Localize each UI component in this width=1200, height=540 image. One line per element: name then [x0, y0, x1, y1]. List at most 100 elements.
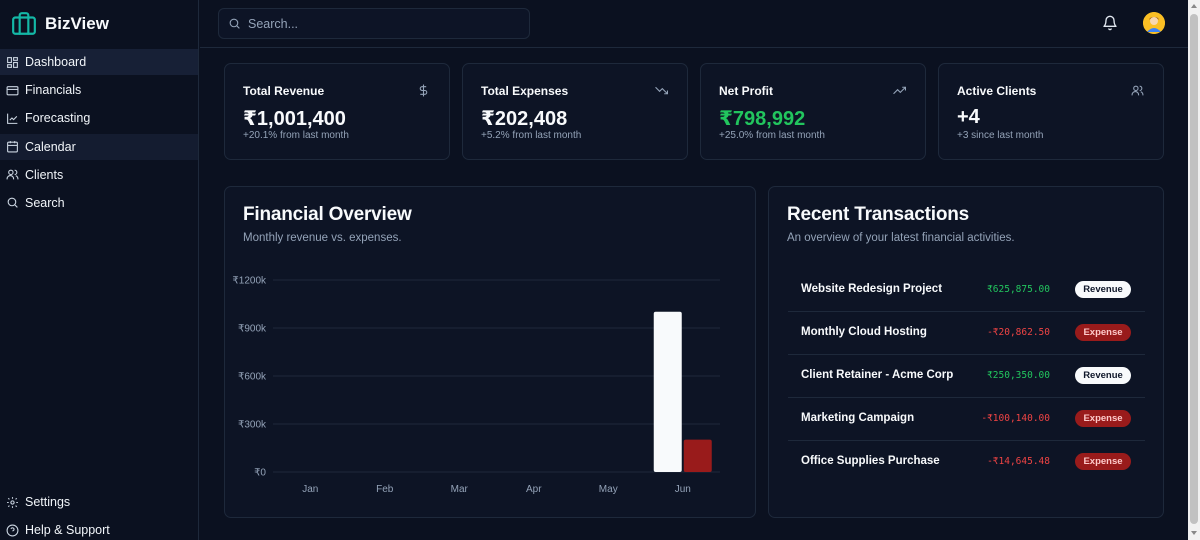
top-header	[200, 0, 1188, 48]
stat-label: Active Clients	[957, 84, 1037, 98]
users-icon	[6, 169, 19, 180]
transaction-amount: ₹250,350.00	[987, 370, 1050, 381]
y-tick-label: ₹0	[254, 468, 266, 479]
transaction-name: Office Supplies Purchase	[801, 455, 940, 467]
financial-overview-card: Financial Overview Monthly revenue vs. e…	[224, 186, 756, 518]
stat-change: +5.2% from last month	[481, 130, 582, 141]
sidebar-item-settings[interactable]: Settings	[0, 489, 198, 515]
expense-bar	[683, 439, 712, 472]
transaction-type-badge: Revenue	[1075, 281, 1131, 298]
stat-label: Total Revenue	[243, 84, 325, 98]
stat-value: ₹202,408	[481, 108, 568, 130]
x-tick-label: Jan	[302, 484, 318, 495]
gear-icon	[7, 496, 18, 508]
stat-value: ₹798,992	[719, 108, 806, 130]
transaction-type-badge: Revenue	[1075, 367, 1131, 384]
page-scrollbar[interactable]	[1188, 0, 1200, 540]
transaction-type-badge: Expense	[1075, 410, 1131, 427]
brand-name: BizView	[45, 14, 109, 33]
transaction-name: Website Redesign Project	[801, 283, 943, 295]
transaction-row[interactable]: Monthly Cloud Hosting -₹20,862.50 Expens…	[788, 312, 1145, 355]
x-tick-label: Apr	[526, 484, 542, 495]
sidebar-item-calendar[interactable]: Calendar	[0, 133, 198, 160]
bell-icon[interactable]	[1102, 15, 1118, 31]
y-tick-label: ₹1200k	[232, 276, 267, 287]
scroll-thumb[interactable]	[1190, 14, 1198, 524]
sidebar-item-label: Help & Support	[25, 523, 110, 537]
stat-change: +3 since last month	[957, 130, 1044, 141]
trending-down-icon	[655, 86, 668, 95]
line-chart-icon	[7, 113, 18, 124]
sidebar-bottom-nav: Settings Help & Support	[0, 489, 198, 540]
transaction-amount: -₹100,140.00	[981, 413, 1050, 424]
sidebar-item-forecasting[interactable]: Forecasting	[0, 105, 198, 131]
y-tick-label: ₹600k	[238, 372, 267, 383]
transaction-amount: -₹20,862.50	[987, 327, 1050, 338]
transaction-amount: ₹625,875.00	[987, 284, 1050, 295]
stat-value: ₹1,001,400	[243, 108, 346, 130]
transaction-row[interactable]: Office Supplies Purchase -₹14,645.48 Exp…	[788, 441, 1145, 484]
stat-change: +25.0% from last month	[719, 130, 825, 141]
stat-card-net-profit: Net Profit ₹798,992 +25.0% from last mon…	[700, 63, 926, 160]
sidebar-item-dashboard[interactable]: Dashboard	[0, 49, 198, 75]
sidebar-item-label: Forecasting	[25, 111, 91, 126]
search-input[interactable]	[248, 16, 518, 31]
dashboard-icon	[7, 56, 18, 68]
sidebar-item-label: Search	[25, 195, 65, 210]
stat-label: Total Expenses	[481, 84, 569, 98]
scroll-down-arrow[interactable]	[1191, 531, 1197, 535]
y-tick-label: ₹300k	[238, 420, 267, 431]
transaction-name: Client Retainer - Acme Corp	[801, 369, 954, 381]
users-icon	[1131, 85, 1144, 96]
help-circle-icon	[6, 524, 19, 536]
transaction-name: Marketing Campaign	[801, 412, 915, 424]
x-tick-label: Jun	[675, 484, 691, 495]
briefcase-icon	[12, 12, 36, 35]
transaction-name: Monthly Cloud Hosting	[801, 326, 927, 338]
y-tick-label: ₹900k	[238, 324, 267, 335]
sidebar-item-clients[interactable]: Clients	[0, 162, 198, 188]
search-icon	[7, 198, 18, 209]
stat-card-active-clients: Active Clients +4 +3 since last month	[938, 63, 1164, 160]
sidebar-item-label: Settings	[25, 495, 71, 509]
search-box[interactable]	[218, 8, 530, 39]
transaction-list: Website Redesign Project ₹625,875.00 Rev…	[788, 269, 1145, 484]
brand-logo[interactable]: BizView	[11, 10, 109, 38]
calendar-icon	[7, 141, 18, 153]
section-title: Financial Overview	[243, 204, 412, 225]
avatar-icon	[1143, 12, 1165, 34]
bar-chart: ₹0 ₹300k ₹600k ₹900k ₹1200k Jan Feb Mar Apr May Ju…	[232, 276, 720, 495]
sidebar-item-label: Clients	[25, 167, 64, 182]
stat-label: Net Profit	[719, 84, 773, 98]
dollar-icon	[419, 84, 428, 97]
sidebar-item-label: Calendar	[25, 139, 76, 154]
section-subtitle: Monthly revenue vs. expenses.	[243, 232, 402, 244]
revenue-bar	[653, 311, 682, 472]
section-subtitle: An overview of your latest financial act…	[787, 232, 1015, 244]
transaction-row[interactable]: Website Redesign Project ₹625,875.00 Rev…	[788, 269, 1145, 312]
sidebar-item-financials[interactable]: Financials	[0, 77, 198, 103]
stat-card-total-revenue: Total Revenue ₹1,001,400 +20.1% from las…	[224, 63, 450, 160]
section-title: Recent Transactions	[787, 204, 970, 225]
sidebar-item-search[interactable]: Search	[0, 190, 198, 216]
transaction-type-badge: Expense	[1075, 453, 1131, 470]
x-tick-label: Mar	[451, 484, 469, 495]
avatar[interactable]	[1143, 12, 1165, 34]
recent-transactions-card: Recent Transactions An overview of your …	[768, 186, 1164, 518]
transaction-row[interactable]: Client Retainer - Acme Corp ₹250,350.00 …	[788, 355, 1145, 398]
scroll-up-arrow[interactable]	[1191, 4, 1197, 8]
stat-card-total-expenses: Total Expenses ₹202,408 +5.2% from last …	[462, 63, 688, 160]
transaction-type-badge: Expense	[1075, 324, 1131, 341]
search-icon	[229, 18, 240, 29]
transaction-row[interactable]: Marketing Campaign -₹100,140.00 Expense	[788, 398, 1145, 441]
wallet-icon	[6, 85, 19, 96]
stat-change: +20.1% from last month	[243, 130, 349, 141]
sidebar-item-help[interactable]: Help & Support	[0, 517, 198, 540]
transaction-amount: -₹14,645.48	[987, 456, 1050, 467]
stat-value: +4	[957, 106, 980, 128]
sidebar-item-label: Dashboard	[25, 55, 87, 69]
sidebar-item-label: Financials	[25, 83, 82, 98]
x-tick-label: Feb	[376, 484, 394, 495]
trending-up-icon	[893, 86, 906, 95]
x-tick-label: May	[599, 484, 618, 495]
